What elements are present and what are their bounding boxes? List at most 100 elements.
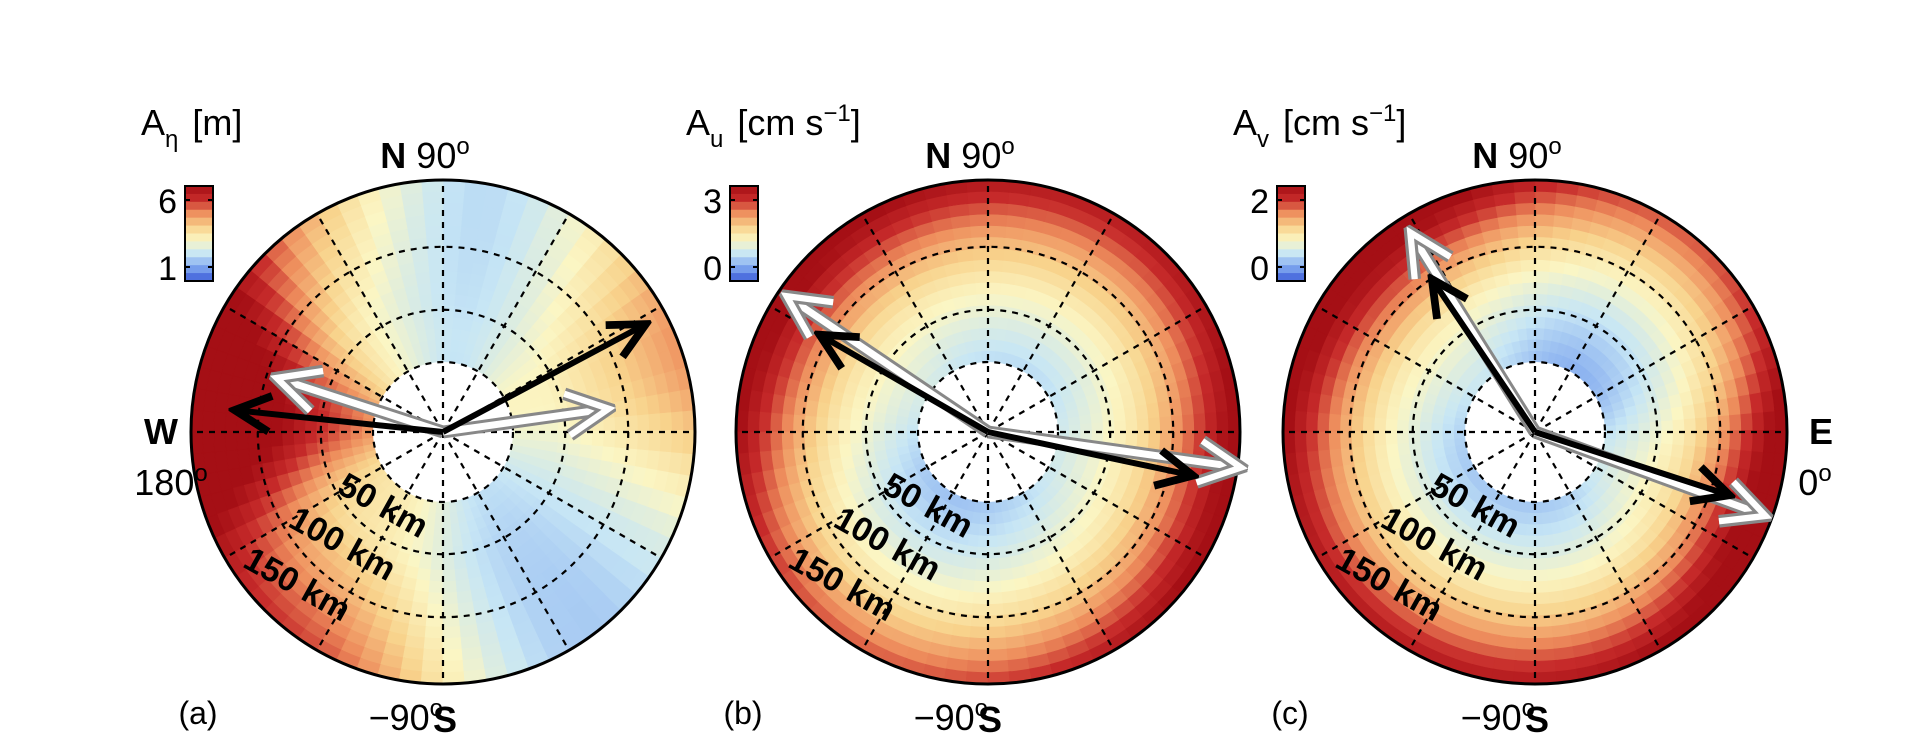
colorbar-segment (185, 249, 213, 258)
colorbar-segment (730, 217, 758, 227)
polar-grid (1283, 180, 1787, 684)
heatmap-cell (1693, 444, 1708, 463)
heatmap-cell (454, 271, 472, 285)
colorbar-segment (185, 241, 213, 250)
heatmap-cell (815, 431, 829, 449)
colorbar-segment (1277, 225, 1305, 234)
grid-spoke (224, 305, 444, 433)
heatmap-cell (603, 430, 616, 448)
colorbar-segment (730, 249, 758, 258)
colorbar-segment (1277, 273, 1305, 282)
heatmap-cell (1520, 580, 1537, 594)
heatmap-cell (758, 411, 772, 434)
grid-spoke (442, 431, 570, 651)
heatmap-cell (1533, 270, 1550, 284)
heatmap-cell (1328, 413, 1341, 434)
grid-spoke (316, 213, 444, 433)
heatmap-cell (637, 430, 650, 451)
heatmap-cell (1751, 410, 1765, 433)
heatmap-cell (1215, 409, 1229, 433)
heatmap-cell (427, 592, 445, 605)
heatmap-cell (1294, 431, 1308, 455)
heatmap-cell (803, 431, 817, 450)
heatmap-cell (987, 625, 1008, 639)
heatmap-cell (1546, 271, 1564, 285)
heatmap-cell (1515, 637, 1537, 651)
north-label: N 90o (925, 133, 1014, 176)
heatmap-cell (258, 431, 272, 450)
heatmap-cell (441, 259, 459, 272)
heatmap-cell (1763, 430, 1776, 454)
heatmap-cell (1694, 415, 1708, 433)
colorbar-frame (729, 185, 759, 282)
heatmap-cell (998, 282, 1015, 297)
colorbar: 30 (703, 183, 759, 288)
heatmap-cell (1519, 270, 1536, 284)
colorbar-segment (185, 201, 213, 211)
heatmap-cell (1328, 431, 1342, 452)
heatmap-cell (671, 430, 684, 454)
vectors (1412, 235, 1762, 514)
heatmap-cell (815, 401, 830, 420)
panel-label: (a) (178, 695, 217, 731)
grid-spoke (1534, 305, 1754, 433)
heatmap-cell (747, 410, 760, 434)
polar-heatmap (735, 179, 1241, 685)
heatmap-cell (1534, 580, 1551, 594)
heatmap-cell (986, 270, 1003, 284)
heatmap-cell (422, 213, 444, 227)
heatmap-cell (670, 409, 684, 433)
heatmap-cell (826, 431, 840, 448)
heatmap-cell (648, 430, 662, 452)
heatmap-cell (1193, 430, 1207, 452)
heatmap-cell (1373, 431, 1387, 448)
heatmap-cell (1396, 407, 1411, 423)
heatmap-cell (1659, 441, 1674, 457)
heatmap-cell (1508, 567, 1525, 582)
heatmap-cell (416, 567, 433, 582)
colorbar-segment (730, 201, 758, 211)
heatmap-cell (838, 405, 853, 422)
grid-spoke (316, 431, 444, 651)
heatmap-cell (1533, 202, 1556, 216)
colorbar-segment (185, 265, 213, 274)
grid-spoke (1408, 431, 1536, 651)
heatmap-cell (1740, 411, 1754, 433)
west-angle-label: 180o (134, 460, 207, 503)
heatmap-cell (1670, 442, 1685, 459)
heatmap-cell (1728, 412, 1742, 433)
grid-spoke (1534, 431, 1662, 651)
heatmap-cell (963, 556, 979, 571)
heatmap-cell (957, 590, 976, 605)
heatmap-cell (442, 625, 463, 639)
heatmap-cell (1534, 659, 1558, 673)
colorbar-segment (730, 241, 758, 250)
heatmap-cell (453, 282, 470, 297)
vector-black (822, 336, 990, 435)
heatmap-cell (602, 415, 616, 433)
colorbar-segment (1277, 249, 1305, 258)
heatmap-cell (1204, 430, 1218, 453)
colorbar-segment (1277, 241, 1305, 250)
heatmap-cell (426, 259, 444, 273)
colorbar-segment (185, 217, 213, 227)
heatmap-cell (1216, 430, 1229, 454)
heatmap-cell (1695, 430, 1708, 448)
heatmap-cell (281, 417, 295, 434)
heatmap-cell (1545, 282, 1562, 297)
heatmap-cell (1533, 191, 1557, 204)
heatmap-cell (591, 416, 605, 433)
heatmap-cell (281, 431, 295, 448)
heatmap-cell (986, 213, 1008, 227)
heatmap-cell (1706, 430, 1720, 449)
heatmap-cell (1534, 637, 1556, 651)
heatmap-cell (414, 579, 432, 593)
colorbar-tick-max: 3 (703, 183, 722, 221)
heatmap-cell (614, 414, 628, 433)
colorbar-segment (1277, 217, 1305, 227)
heatmap-cell (601, 444, 616, 463)
heatmap-cell (202, 431, 216, 455)
heatmap-cell (967, 213, 989, 227)
